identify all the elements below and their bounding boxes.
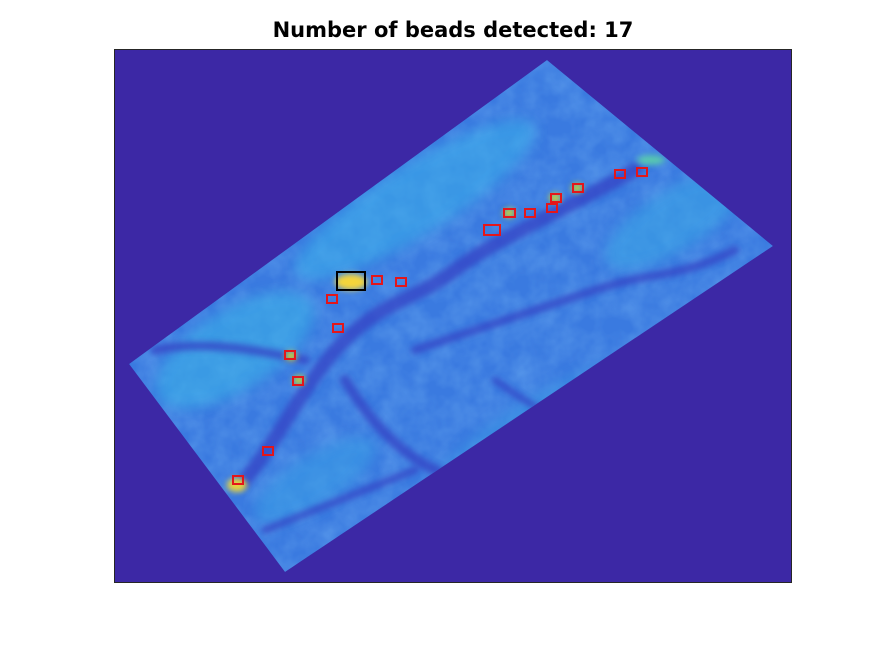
detection-box bbox=[262, 446, 274, 456]
detection-box bbox=[371, 275, 383, 285]
detection-box bbox=[395, 277, 407, 287]
detection-box bbox=[332, 323, 344, 333]
image-axes bbox=[114, 49, 792, 583]
microscopy-image bbox=[115, 50, 791, 582]
detection-boxes bbox=[232, 167, 648, 485]
detection-box bbox=[614, 169, 626, 179]
detection-box bbox=[284, 350, 296, 360]
detection-box bbox=[326, 294, 338, 304]
detection-box bbox=[546, 203, 558, 213]
detection-box bbox=[636, 167, 648, 177]
detection-box bbox=[550, 193, 562, 203]
detection-box bbox=[503, 208, 516, 218]
detection-box bbox=[232, 475, 244, 485]
highlighted-detection-box bbox=[336, 271, 366, 291]
detection-box bbox=[524, 208, 536, 218]
detection-box bbox=[572, 183, 584, 193]
detection-box bbox=[292, 376, 304, 386]
detection-box bbox=[483, 224, 501, 236]
figure-title: Number of beads detected: 17 bbox=[272, 18, 634, 42]
